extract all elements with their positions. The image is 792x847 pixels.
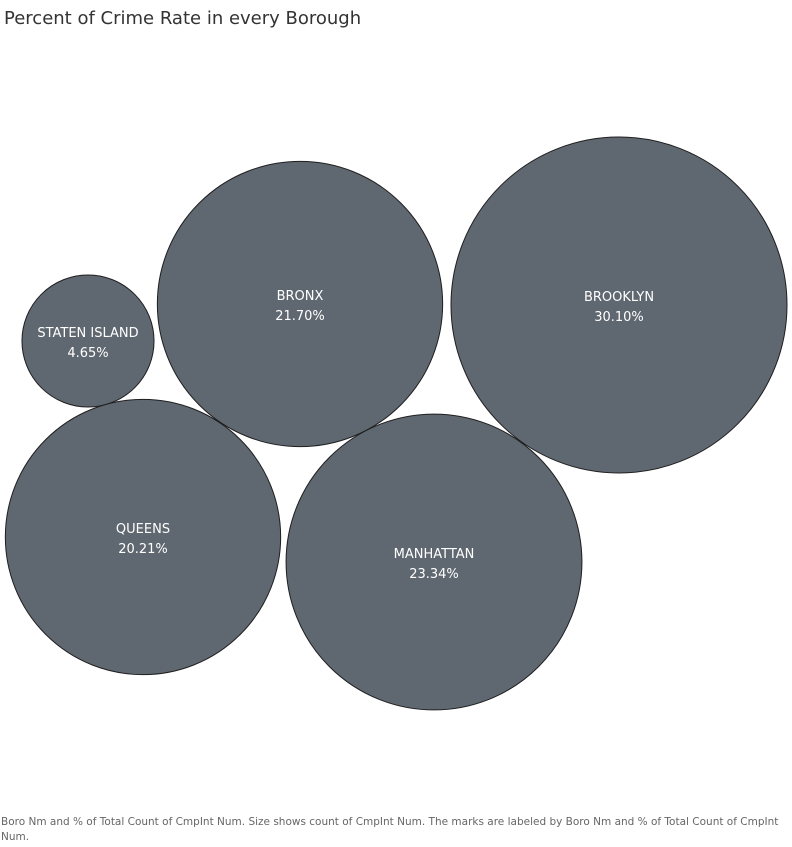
bubble-name-manhattan: MANHATTAN xyxy=(394,547,475,562)
bubble-value-queens: 20.21% xyxy=(118,542,168,557)
bubble-name-staten-island: STATEN ISLAND xyxy=(37,326,138,341)
bubble-chart: STATEN ISLAND 4.65% BRONX 21.70% BROOKLYN 30.… xyxy=(4,136,788,711)
bubble-value-manhattan: 23.34% xyxy=(409,567,459,582)
bubble-value-staten-island: 4.65% xyxy=(67,346,108,361)
bubble-name-bronx: BRONX xyxy=(277,289,324,304)
bubble-name-brooklyn: BROOKLYN xyxy=(584,290,654,305)
chart-title: Percent of Crime Rate in every Borough xyxy=(4,8,362,29)
bubble-group: STATEN ISLAND 4.65% BRONX 21.70% BROOKLYN 30.… xyxy=(4,136,788,711)
bubble-staten-island[interactable] xyxy=(21,274,155,408)
bubble-manhattan[interactable] xyxy=(285,413,583,711)
bubble-queens[interactable] xyxy=(4,398,282,676)
chart-footnote: Boro Nm and % of Total Count of CmpInt N… xyxy=(1,816,779,843)
bubble-name-queens: QUEENS xyxy=(116,522,170,537)
bubble-value-bronx: 21.70% xyxy=(275,309,325,324)
bubble-value-brooklyn: 30.10% xyxy=(594,310,644,325)
bubble-brooklyn[interactable] xyxy=(450,136,788,474)
bubble-bronx[interactable] xyxy=(156,160,444,448)
